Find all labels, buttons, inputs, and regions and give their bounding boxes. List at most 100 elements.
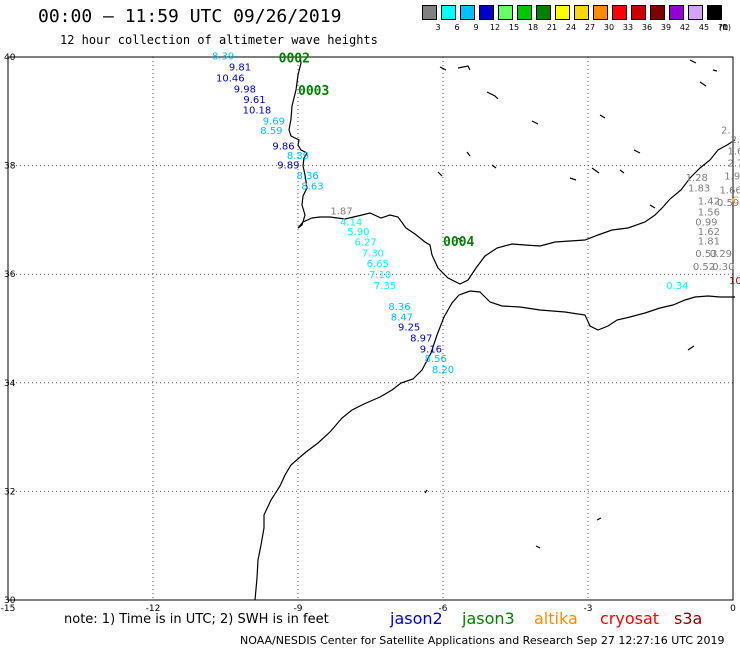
color-scale-label: 33: [622, 23, 634, 32]
pass-label: 0004: [443, 235, 474, 250]
color-swatch-18: [517, 5, 532, 20]
y-tick-label: 32: [4, 487, 15, 497]
wave-height-label: 1.87: [330, 206, 352, 217]
x-tick-label: -12: [146, 604, 161, 614]
chart-subtitle: 12 hour collection of altimeter wave hei…: [60, 33, 378, 47]
color-scale-label: 15: [508, 23, 520, 32]
wave-height-label: 6.65: [367, 259, 389, 270]
wave-height-label: 9.98: [234, 84, 256, 95]
wave-height-label: 6.27: [355, 237, 377, 248]
wave-height-label: 1.6: [727, 147, 740, 158]
wave-height-label: 8.47: [391, 312, 413, 323]
wave-height-label: 1.42: [698, 197, 720, 208]
legend-item-s3a: s3a: [674, 609, 703, 628]
wave-height-label: 0.52: [693, 262, 715, 273]
color-scale-label: 42: [679, 23, 691, 32]
wave-height-label: 8.63: [301, 181, 323, 192]
color-swatch-70: [707, 5, 722, 20]
wave-height-label: 0.29: [710, 249, 732, 260]
legend-item-altika: altika: [534, 609, 578, 628]
color-swatch-27: [574, 5, 589, 20]
wave-height-label: 9.69: [263, 116, 285, 127]
wave-height-label: 9.25: [398, 323, 420, 334]
wave-height-label: 1.81: [698, 236, 720, 247]
wave-height-label: 0.99: [695, 217, 717, 228]
color-scale-unit: (ft): [719, 23, 732, 32]
color-scale-label: 70: [717, 23, 729, 32]
wave-height-label: 2.7: [727, 159, 740, 170]
legend-item-jason3: jason3: [462, 609, 515, 628]
color-scale-label: 9: [473, 23, 479, 32]
chart-title: 00:00 – 11:59 UTC 09/26/2019: [38, 6, 342, 27]
wave-height-label: 4.14: [340, 217, 362, 228]
wave-height-label: 1.66: [719, 185, 740, 196]
x-tick-label: 0: [730, 604, 736, 614]
wave-height-label: 9.81: [229, 63, 251, 74]
color-swatch-36: [631, 5, 646, 20]
wave-height-label: 9.86: [272, 141, 294, 152]
color-swatch-33: [612, 5, 627, 20]
plot-frame: [7, 56, 734, 601]
wave-height-label: 0.53: [695, 249, 717, 260]
y-tick-label: 30: [4, 596, 16, 606]
wave-height-label: 0.59: [717, 198, 739, 209]
color-scale-label: 21: [546, 23, 558, 32]
x-tick-label: -3: [584, 604, 593, 614]
color-scale-label: 24: [565, 23, 577, 32]
y-tick-label: 38: [4, 162, 16, 172]
color-swatch-9: [460, 5, 475, 20]
color-swatch-30: [593, 5, 608, 20]
wave-height-label: 7.30: [362, 248, 384, 259]
wave-height-label: 5.90: [347, 227, 369, 238]
color-swatch-39: [650, 5, 665, 20]
x-tick-label: -15: [1, 604, 16, 614]
coastline-islands: [424, 59, 718, 549]
wave-height-label: 9.16: [420, 344, 442, 355]
axes: -15 -12 -9 -6 -3 0 30 32 34 36 38 40: [1, 53, 736, 614]
color-scale-label: 36: [641, 23, 653, 32]
wave-height-label: 1.28: [686, 173, 708, 184]
color-scale-label: 39: [660, 23, 672, 32]
color-scale-label: 30: [603, 23, 615, 32]
wave-height-label: 9.89: [277, 160, 299, 171]
credit-footer: NOAA/NESDIS Center for Satellite Applica…: [240, 634, 725, 647]
color-scale-label: 6: [454, 23, 460, 32]
color-scale-label: 12: [489, 23, 501, 32]
color-swatch-3: [422, 5, 437, 20]
color-swatch-42: [669, 5, 684, 20]
wave-height-label: 8.39: [212, 52, 234, 63]
wave-height-label: 1.95: [724, 172, 740, 183]
wave-height-label: C: [732, 196, 739, 207]
x-tick-label: -9: [294, 604, 303, 614]
y-tick-label: 36: [4, 270, 16, 280]
wave-height-label: 1.83: [688, 184, 710, 195]
wave-height-label: 8.39: [287, 151, 309, 162]
wave-height-label: 10: [729, 276, 740, 287]
wave-height-label: 8.56: [425, 354, 447, 365]
wave-height-label: 8.59: [260, 126, 282, 137]
pass-label: 0002: [279, 51, 310, 66]
color-scale-label: 45: [698, 23, 710, 32]
color-scale-label: 27: [584, 23, 596, 32]
lat-lon-grid: [7, 56, 734, 601]
wave-height-label: 1.62: [698, 227, 720, 238]
wave-height-label: 9.61: [243, 95, 265, 106]
color-swatch-21: [536, 5, 551, 20]
wave-height-label: 2.: [731, 135, 740, 146]
color-swatch-15: [498, 5, 513, 20]
legend-item-cryosat: cryosat: [600, 609, 660, 628]
color-scale-label: 18: [527, 23, 539, 32]
wave-height-label: 1.56: [698, 208, 720, 219]
color-swatch-24: [555, 5, 570, 20]
legend-item-jason2: jason2: [390, 609, 443, 628]
y-tick-label: 40: [4, 53, 16, 63]
color-swatch-45: [688, 5, 703, 20]
wave-height-label: 8.36: [297, 171, 319, 182]
wave-height-label: 8.36: [388, 302, 410, 313]
wave-height-label: 7.35: [374, 281, 396, 292]
wave-height-label: 10.18: [243, 105, 272, 116]
color-scale-label: 3: [435, 23, 441, 32]
wave-height-label: 0.30: [712, 262, 734, 273]
